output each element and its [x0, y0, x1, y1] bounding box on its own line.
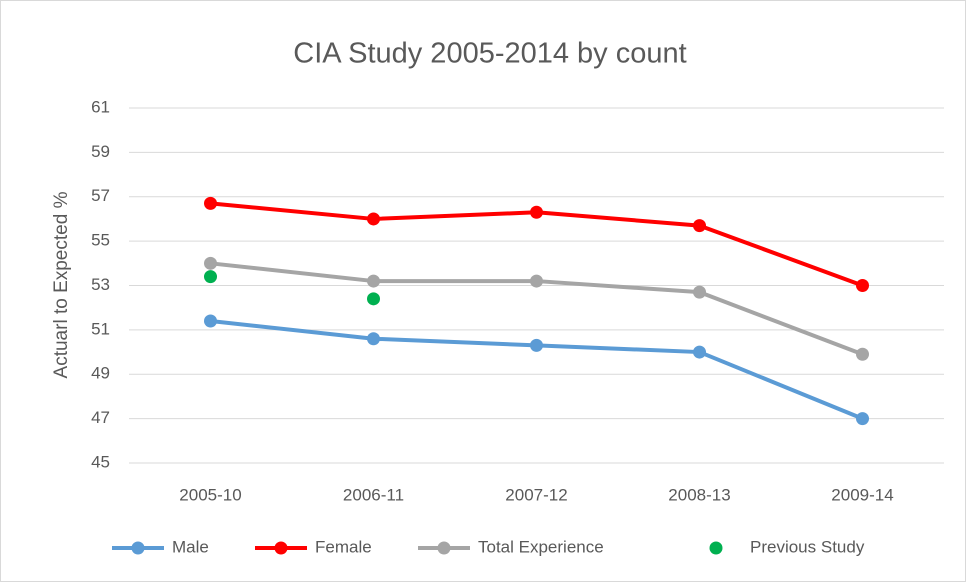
chart-title: CIA Study 2005-2014 by count	[293, 38, 686, 70]
data-point	[367, 332, 380, 346]
x-tick-label: 2009-14	[831, 485, 893, 504]
data-point	[530, 338, 543, 352]
x-tick-label: 2007-12	[505, 485, 567, 504]
data-point	[693, 345, 706, 359]
data-point	[367, 274, 380, 288]
data-point	[204, 314, 217, 328]
x-tick-label: 2006-11	[343, 485, 404, 504]
y-tick-label: 57	[91, 186, 110, 205]
y-tick-label: 53	[91, 275, 110, 294]
data-point	[530, 205, 543, 219]
legend-marker	[437, 541, 451, 555]
data-point	[367, 292, 380, 306]
data-point	[856, 347, 869, 361]
data-point	[856, 279, 869, 292]
y-tick-label: 47	[91, 408, 110, 427]
y-tick-label: 55	[91, 231, 110, 250]
data-point	[856, 412, 869, 426]
y-tick-label: 59	[91, 142, 110, 161]
legend-label: Female	[315, 537, 372, 556]
y-tick-label: 49	[91, 364, 110, 383]
data-point	[693, 219, 706, 233]
data-point	[204, 270, 217, 284]
data-point	[204, 196, 217, 210]
data-point	[530, 274, 543, 288]
data-point	[693, 285, 706, 299]
x-tick-label: 2008-13	[668, 485, 730, 504]
legend-marker	[131, 541, 145, 555]
y-tick-label: 45	[91, 452, 110, 471]
legend-marker	[274, 541, 288, 555]
legend-marker	[709, 541, 723, 555]
legend-label: Previous Study	[750, 537, 865, 556]
x-tick-label: 2005-10	[179, 485, 241, 504]
y-tick-label: 51	[91, 319, 110, 338]
legend-label: Male	[172, 537, 209, 556]
legend-label: Total Experience	[478, 537, 604, 556]
y-tick-label: 61	[91, 97, 110, 116]
data-point	[367, 212, 380, 226]
y-axis-label: Actuarl to Expected %	[51, 191, 72, 378]
data-point	[204, 256, 217, 270]
